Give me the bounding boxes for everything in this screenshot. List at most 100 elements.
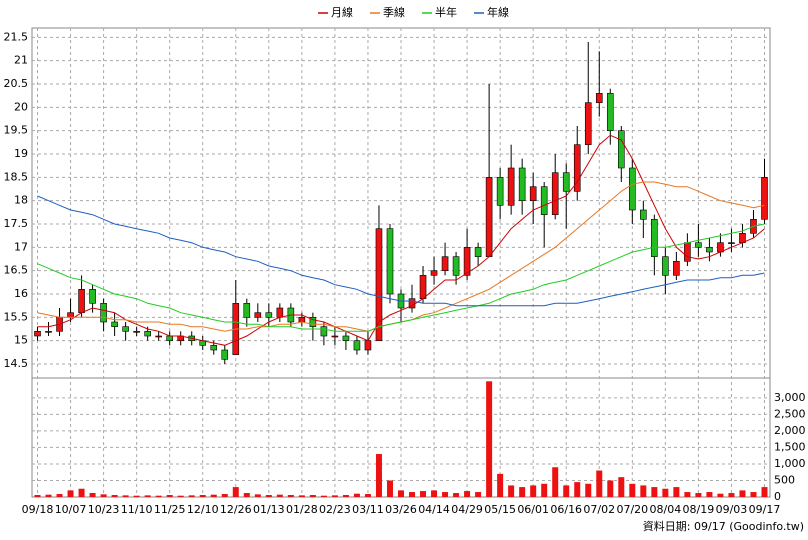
y-tick-label: 19.5: [4, 124, 29, 137]
candle-body: [419, 275, 427, 299]
volume-bar: [574, 482, 581, 497]
volume-bar: [728, 493, 735, 497]
x-tick-label: 11/25: [154, 503, 186, 516]
volume-bar: [386, 480, 393, 497]
volume-bar: [409, 492, 416, 497]
x-tick-label: 03/26: [385, 503, 417, 516]
legend-label: 半年: [435, 5, 457, 19]
candle-body: [540, 186, 548, 215]
volume-bar: [287, 495, 294, 497]
volume-bar: [739, 490, 746, 497]
x-tick-label: 09/18: [22, 503, 54, 516]
candle-body: [651, 219, 658, 257]
legend-label: 季線: [383, 5, 405, 19]
candle-body: [144, 331, 151, 337]
candle-body: [276, 307, 284, 318]
volume-bar: [232, 487, 239, 497]
y-tick-label: 16: [14, 287, 28, 300]
volume-bar: [750, 492, 757, 497]
volume-bar: [34, 495, 41, 497]
volume-bar: [607, 480, 614, 497]
volume-bar: [177, 495, 184, 497]
volume-bar: [684, 492, 691, 497]
volume-bar: [342, 495, 349, 497]
x-tick-label: 12/26: [220, 503, 252, 516]
volume-bar: [717, 493, 724, 497]
volume-bar: [199, 495, 206, 497]
candle-body: [364, 340, 372, 351]
y-tick-label: 0: [774, 490, 781, 503]
y-tick-label: 21.5: [4, 30, 29, 43]
x-tick-label: 06/01: [517, 503, 549, 516]
volume-bar: [155, 495, 162, 497]
candle-body: [562, 172, 570, 192]
x-tick-label: 01/28: [286, 503, 318, 516]
ma-line: [37, 223, 765, 332]
y-tick-label: 15: [14, 334, 28, 347]
volume-bar: [144, 495, 151, 497]
x-tick-label: 10/23: [88, 503, 120, 516]
volume-bar: [673, 487, 680, 497]
volume-bar: [640, 485, 647, 497]
candle-body: [496, 177, 504, 206]
candle-body: [353, 340, 361, 351]
volume-bar: [320, 495, 327, 497]
y-tick-label: 1,000: [774, 457, 806, 470]
x-tick-label: 07/02: [583, 503, 615, 516]
volume-bar: [309, 495, 316, 497]
candle-body: [452, 256, 460, 276]
candle-body: [430, 270, 438, 276]
volume-bar: [67, 490, 74, 497]
y-tick-label: 2,000: [774, 424, 806, 437]
y-tick-label: 20.5: [4, 77, 29, 90]
volume-bar: [375, 454, 382, 497]
y-tick-label: 17.5: [4, 217, 29, 230]
candle-body: [662, 256, 669, 276]
candle-body: [100, 303, 107, 323]
volume-bar: [662, 488, 669, 497]
y-tick-label: 16.5: [4, 264, 29, 277]
y-tick-label: 21: [14, 54, 28, 67]
x-tick-label: 09/03: [716, 503, 748, 516]
volume-bar: [111, 495, 118, 497]
volume-bar: [45, 494, 52, 497]
candle-body: [89, 289, 96, 304]
candle-body: [518, 167, 526, 201]
y-tick-label: 2,500: [774, 407, 806, 420]
x-tick-label: 01/13: [253, 503, 285, 516]
candle-body: [507, 167, 515, 206]
volume-bar: [519, 487, 526, 497]
volume-bar: [298, 495, 305, 497]
candle-body: [529, 186, 537, 201]
candle-body: [739, 233, 746, 243]
y-tick-label: 15.5: [4, 310, 29, 323]
y-tick-label: 18.5: [4, 170, 29, 183]
volume-bar: [243, 493, 250, 497]
volume-bar: [100, 494, 107, 497]
candle-body: [243, 303, 251, 318]
volume-bar: [210, 494, 217, 497]
candle-body: [595, 93, 603, 103]
volume-bar: [618, 477, 625, 497]
candle-body: [133, 331, 140, 333]
volume-bar: [276, 494, 283, 497]
volume-bar: [453, 493, 460, 497]
candle-body: [342, 335, 350, 341]
volume-bar: [629, 483, 636, 497]
candle-body: [684, 242, 691, 262]
candle-body: [34, 331, 41, 337]
x-tick-label: 03/11: [352, 503, 384, 516]
candle-body: [221, 349, 229, 360]
y-tick-label: 17: [14, 240, 28, 253]
volume-bar: [353, 493, 360, 497]
y-tick-label: 500: [774, 473, 795, 486]
y-tick-label: 3,000: [774, 391, 806, 404]
candle-body: [111, 321, 118, 327]
volume-bar: [78, 488, 85, 497]
candle-body: [78, 289, 85, 313]
x-tick-label: 12/10: [187, 503, 219, 516]
x-tick-label: 04/14: [418, 503, 450, 516]
candle-body: [155, 335, 162, 338]
volume-bar: [442, 492, 449, 497]
